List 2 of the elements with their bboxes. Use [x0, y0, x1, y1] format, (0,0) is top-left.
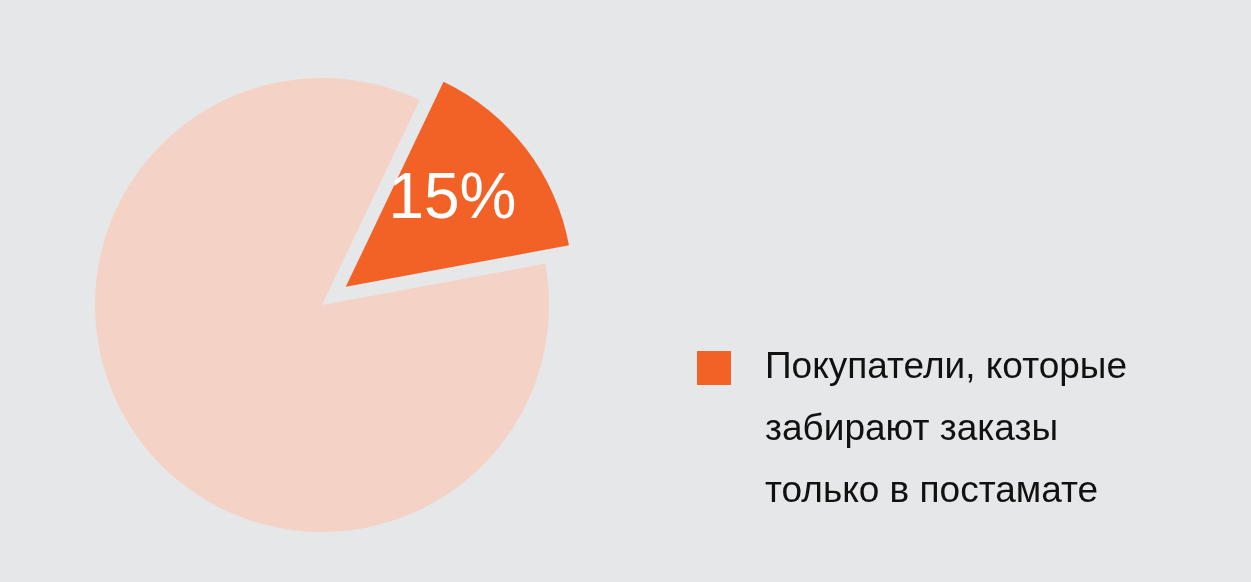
legend-label: Покупатели, которые забирают заказы только в постамате [765, 344, 1128, 512]
data-label: 15% [388, 160, 517, 233]
